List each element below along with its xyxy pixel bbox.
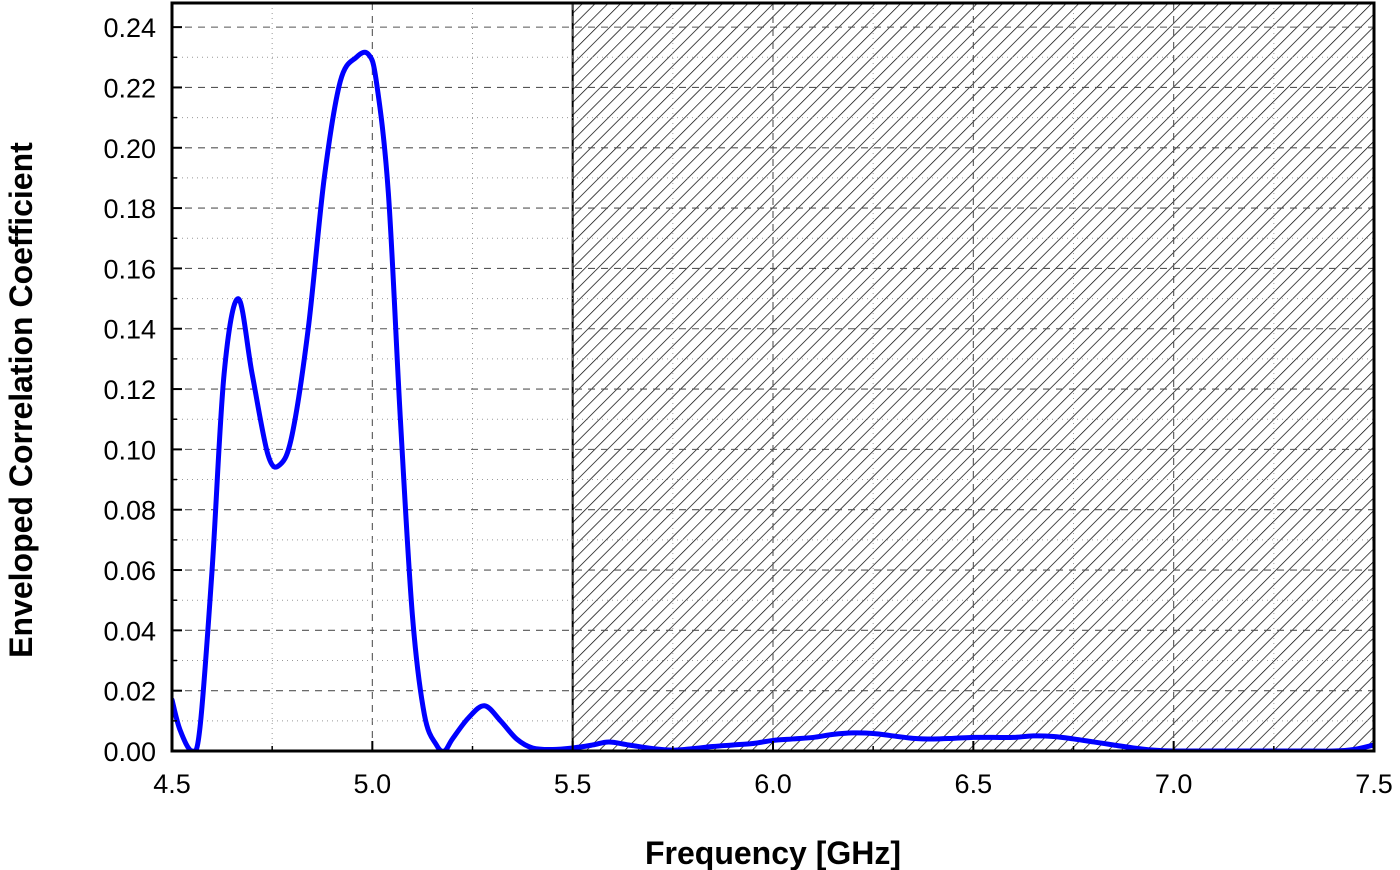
y-tick-label: 0.02: [103, 677, 156, 707]
x-tick-label: 5.0: [354, 769, 392, 799]
y-tick-label: 0.10: [103, 435, 156, 465]
y-axis-title: Enveloped Correlation Coefficient: [3, 142, 39, 658]
series-layer: [172, 49, 1374, 751]
y-tick-label: 0.20: [103, 134, 156, 164]
y-tick-label: 0.14: [103, 315, 156, 345]
x-tick-label: 4.5: [153, 769, 191, 799]
y-tick-label: 0.12: [103, 375, 156, 405]
y-tick-label: 0.08: [103, 496, 156, 526]
hatch-fill: [572, 3, 1374, 751]
tick-labels: 4.5 5.0 5.5 6.0 6.5 7.0 7.5 0.00 0.02 0.04 0.06 0.0…: [103, 13, 1392, 799]
axis-ticks: [171, 26, 1375, 752]
hatched-region: [571, 3, 1374, 751]
gridlines: [172, 3, 1374, 751]
x-tick-label: 7.5: [1355, 769, 1393, 799]
y-tick-label: 0.06: [103, 556, 156, 586]
x-tick-label: 6.5: [955, 769, 993, 799]
y-tick-label: 0.04: [103, 616, 156, 646]
y-tick-label: 0.22: [103, 73, 156, 103]
ecc-series-line: [172, 49, 1374, 751]
y-tick-label: 0.18: [103, 194, 156, 224]
x-axis-title: Frequency [GHz]: [645, 835, 901, 870]
y-tick-label: 0.00: [103, 737, 156, 767]
x-tick-label: 6.0: [754, 769, 792, 799]
x-tick-label: 5.5: [554, 769, 592, 799]
x-tick-label: 7.0: [1155, 769, 1193, 799]
y-tick-label: 0.16: [103, 254, 156, 284]
y-tick-label: 0.24: [103, 13, 156, 43]
